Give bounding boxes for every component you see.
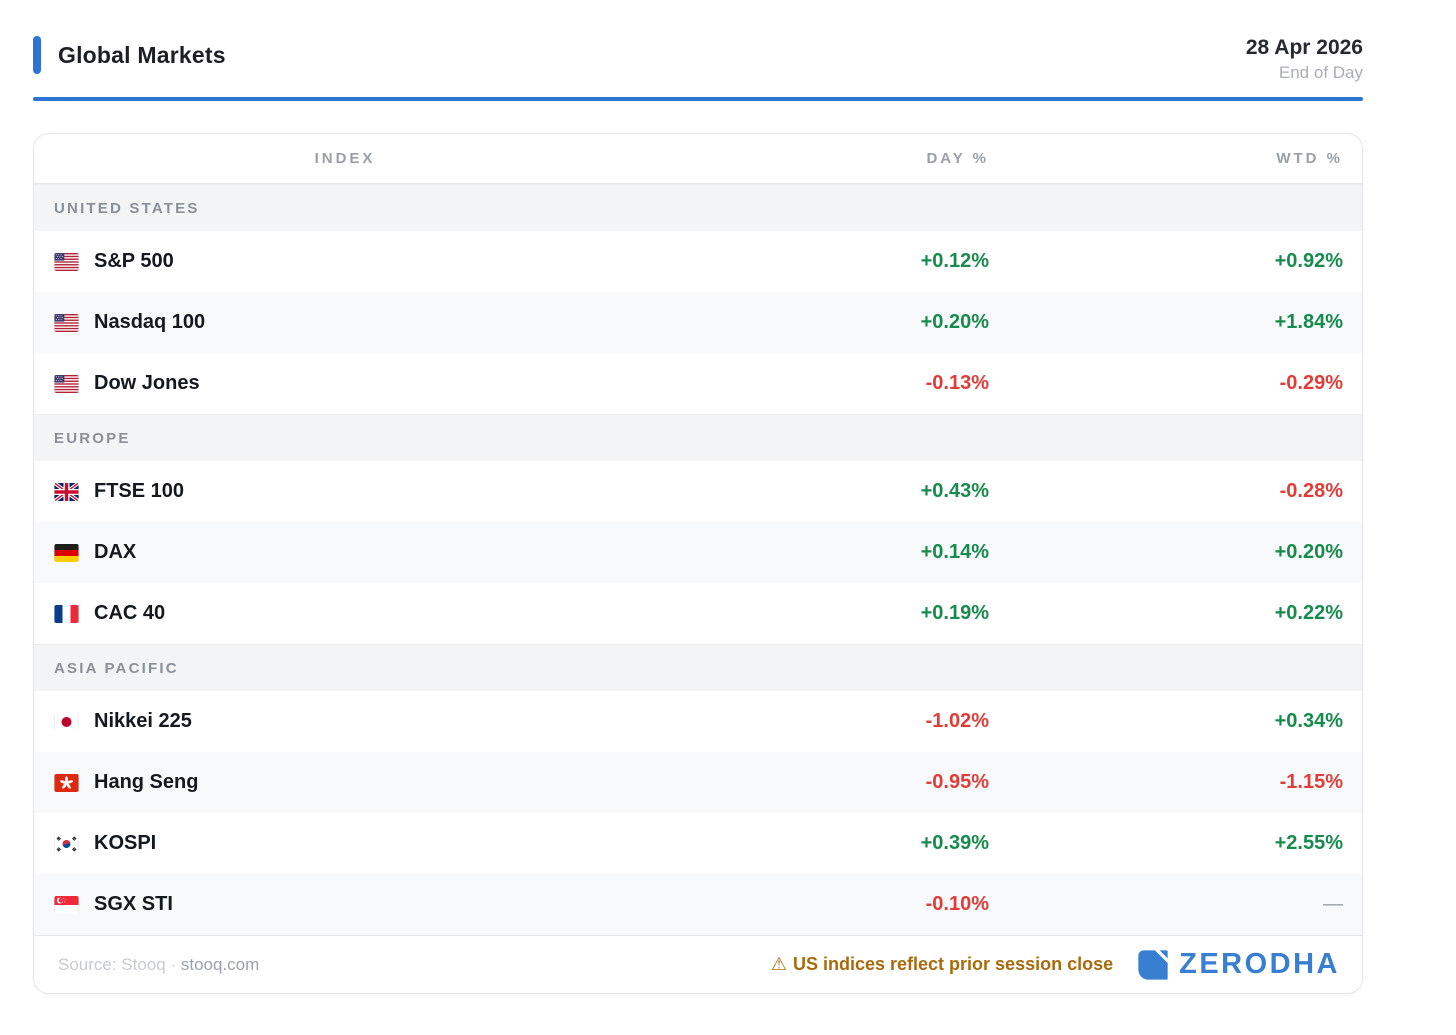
- table-row: Dow Jones -0.13% -0.29%: [34, 353, 1362, 414]
- flag-sg-icon: [54, 895, 79, 914]
- global-markets-report: Global Markets 28 Apr 2026 End of Day IN…: [33, 0, 1363, 994]
- flag-fr-icon: [54, 604, 79, 623]
- wtd-change-value: +2.55%: [1274, 832, 1343, 854]
- wtd-change-value: -0.29%: [1279, 372, 1343, 394]
- index-cell: DAX: [34, 541, 656, 564]
- index-cell: Nasdaq 100: [34, 311, 656, 334]
- index-name: DAX: [94, 541, 137, 563]
- day-change-value: -0.10%: [925, 893, 989, 915]
- section-header: UNITED STATES: [34, 184, 1362, 231]
- accent-bar: [33, 36, 41, 74]
- index-name: Nikkei 225: [94, 710, 192, 732]
- day-change-value: +0.39%: [920, 832, 989, 854]
- index-cell: Hang Seng: [34, 771, 656, 794]
- wtd-change-value: +0.34%: [1274, 710, 1343, 732]
- index-cell: SGX STI: [34, 893, 656, 916]
- table-row: FTSE 100 +0.43% -0.28%: [34, 461, 1362, 522]
- index-cell: Nikkei 225: [34, 710, 656, 733]
- wtd-change-value: —: [1323, 893, 1343, 915]
- day-change-value: +0.14%: [920, 541, 989, 563]
- index-name: Hang Seng: [94, 771, 199, 793]
- table-row: S&P 500 +0.12% +0.92%: [34, 231, 1362, 292]
- source-attribution: Source: Stooq · stooq.com: [58, 955, 259, 975]
- wtd-change-value: -0.28%: [1279, 480, 1343, 502]
- report-header: Global Markets 28 Apr 2026 End of Day: [33, 36, 1363, 88]
- day-change-value: +0.12%: [920, 250, 989, 272]
- column-header-wtd: WTD %: [1276, 150, 1343, 167]
- day-change-value: -0.95%: [925, 771, 989, 793]
- card-footer: Source: Stooq · stooq.com ⚠ US indices re…: [34, 935, 1362, 993]
- flag-jp-icon: [54, 712, 79, 731]
- wtd-change-value: +0.22%: [1274, 602, 1343, 624]
- flag-gb-icon: [54, 482, 79, 501]
- wtd-change-value: +0.92%: [1274, 250, 1343, 272]
- table-row: SGX STI -0.10% —: [34, 874, 1362, 935]
- table-row: KOSPI +0.39% +2.55%: [34, 813, 1362, 874]
- index-cell: Dow Jones: [34, 372, 656, 395]
- wtd-change-value: +1.84%: [1274, 311, 1343, 333]
- table-row: Nikkei 225 -1.02% +0.34%: [34, 691, 1362, 752]
- column-header-day: DAY %: [926, 150, 989, 167]
- page-title: Global Markets: [58, 41, 226, 68]
- wtd-change-value: -1.15%: [1279, 771, 1343, 793]
- report-date: 28 Apr 2026: [1245, 36, 1363, 59]
- us-session-warning: ⚠ US indices reflect prior session close: [771, 954, 1113, 975]
- table-header-row: INDEX DAY % WTD %: [34, 134, 1362, 184]
- session-label: End of Day: [1278, 63, 1363, 82]
- table-row: Hang Seng -0.95% -1.15%: [34, 752, 1362, 813]
- index-cell: CAC 40: [34, 602, 656, 625]
- column-header-index: INDEX: [314, 150, 376, 167]
- flag-us-icon: [54, 374, 79, 393]
- table-body: UNITED STATES S&P 500 +0.12% +0.92% Nasdaq…: [34, 184, 1362, 935]
- index-name: CAC 40: [94, 602, 166, 624]
- index-name: KOSPI: [94, 832, 157, 854]
- table-row: CAC 40 +0.19% +0.22%: [34, 583, 1362, 644]
- flag-de-icon: [54, 543, 79, 562]
- markets-table-card: INDEX DAY % WTD % UNITED STATES S&P 500 +…: [33, 133, 1363, 994]
- index-name: FTSE 100: [94, 480, 185, 502]
- warning-icon: ⚠: [770, 954, 787, 974]
- section-header: ASIA PACIFIC: [34, 644, 1362, 691]
- zerodha-logo-icon: [1138, 949, 1168, 980]
- day-change-value: -1.02%: [925, 710, 989, 732]
- wtd-change-value: +0.20%: [1274, 541, 1343, 563]
- flag-hk-icon: [54, 773, 79, 792]
- index-name: SGX STI: [94, 893, 173, 915]
- day-change-value: +0.20%: [920, 311, 989, 333]
- flag-us-icon: [54, 313, 79, 332]
- day-change-value: +0.43%: [920, 480, 989, 502]
- day-change-value: +0.19%: [920, 602, 989, 624]
- table-row: DAX +0.14% +0.20%: [34, 522, 1362, 583]
- index-cell: S&P 500: [34, 250, 656, 273]
- flag-kr-icon: [54, 834, 79, 853]
- header-divider: [33, 97, 1363, 101]
- source-link[interactable]: stooq.com: [180, 954, 260, 974]
- table-row: Nasdaq 100 +0.20% +1.84%: [34, 292, 1362, 353]
- day-change-value: -0.13%: [925, 372, 989, 394]
- index-cell: KOSPI: [34, 832, 656, 855]
- index-name: S&P 500: [94, 250, 174, 272]
- flag-us-icon: [54, 252, 79, 271]
- source-label: Source: Stooq ·: [58, 954, 181, 974]
- zerodha-brand: ZERODHA: [1137, 948, 1340, 981]
- section-header: EUROPE: [34, 414, 1362, 461]
- brand-name: ZERODHA: [1179, 948, 1340, 980]
- warning-text: US indices reflect prior session close: [792, 954, 1114, 974]
- index-name: Nasdaq 100: [94, 311, 206, 333]
- index-cell: FTSE 100: [34, 480, 656, 503]
- index-name: Dow Jones: [94, 372, 200, 394]
